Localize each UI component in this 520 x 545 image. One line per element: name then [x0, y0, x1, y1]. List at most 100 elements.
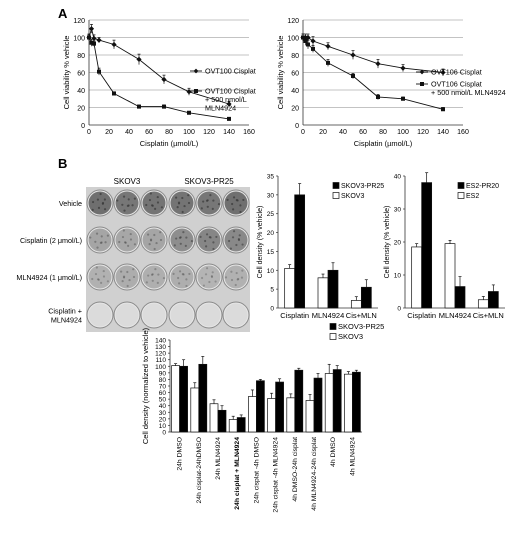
well-stain — [197, 191, 221, 215]
x-tick-label: 80 — [165, 129, 173, 136]
x-tick-label: 120 — [203, 129, 215, 136]
colony — [121, 203, 124, 206]
bar — [444, 243, 456, 309]
colony — [205, 233, 209, 236]
bar — [275, 381, 284, 433]
well-stain — [197, 303, 221, 327]
data-point — [326, 60, 330, 65]
colony — [123, 209, 126, 212]
chart-a-right: 0 20 40 60 80 100 120 0 20 40 60 80 100 120 140 160 Cisp… — [276, 18, 506, 148]
x-tick-label: 0 — [301, 129, 305, 136]
colony — [116, 199, 119, 202]
y-tick-label: 60 — [159, 390, 167, 397]
y-tick-label: 50 — [159, 397, 167, 404]
data-point — [305, 34, 311, 41]
colony — [177, 201, 181, 204]
colony — [204, 239, 207, 243]
colony — [133, 197, 136, 200]
colony — [129, 232, 132, 236]
bar — [228, 419, 238, 433]
colony — [133, 243, 137, 246]
bar — [352, 371, 361, 433]
x-tick-label: 160 — [243, 129, 255, 136]
bar — [217, 409, 227, 433]
legend-swatch — [332, 192, 340, 199]
colony — [97, 278, 100, 281]
colony — [127, 198, 130, 201]
column-label: SKOV3 — [114, 177, 141, 186]
x-tick-label: 4h DMSO — [330, 437, 337, 467]
x-tick-label: MLN4924 — [439, 311, 472, 320]
data-point — [88, 26, 95, 32]
bar — [171, 365, 180, 433]
colony — [128, 278, 131, 282]
row-label: Cisplatin + MLN4924 — [48, 307, 82, 325]
x-tick-label: 100 — [183, 129, 195, 136]
y-tick-label: 10 — [394, 273, 402, 280]
data-point — [325, 43, 331, 49]
colony — [206, 205, 209, 208]
x-axis-label: Cisplatin (µmol/L) — [140, 139, 199, 148]
colony — [214, 280, 217, 283]
colony — [202, 284, 205, 287]
legend-swatch — [329, 323, 337, 330]
well-stain — [88, 191, 112, 215]
colony — [232, 208, 235, 211]
data-point — [400, 65, 406, 71]
colony — [160, 206, 164, 209]
legend-label: OVT100 Cisplat + 500 nmol/L MLN4924 — [205, 87, 256, 113]
bar — [305, 400, 315, 433]
bar — [317, 277, 329, 309]
x-tick-label: 0 — [87, 129, 91, 136]
y-tick-label: 20 — [394, 240, 402, 247]
colony — [235, 243, 238, 247]
colony — [217, 202, 221, 206]
colony — [145, 203, 148, 207]
well-stain — [170, 265, 194, 289]
bar — [411, 246, 423, 309]
y-tick-label: 140 — [155, 338, 166, 345]
panel-letter-b: B — [58, 156, 67, 171]
well-stain — [115, 303, 139, 327]
colony — [210, 275, 214, 279]
colony — [232, 196, 236, 199]
colony — [176, 206, 179, 209]
bar — [286, 397, 296, 433]
data-point — [401, 96, 405, 101]
colony — [232, 230, 236, 233]
data-point — [441, 107, 445, 112]
colony — [231, 202, 234, 206]
x-tick-label: 120 — [417, 129, 429, 136]
bar — [267, 398, 276, 433]
x-tick-label: 24h cisplat -4h MLN4924 — [273, 437, 280, 513]
colony — [129, 238, 133, 241]
legend-label: SKOV3-PR25 — [341, 183, 384, 190]
legend-label: OVT106 Cisplat + 500 nmol/L MLN4924 — [431, 80, 506, 98]
x-tick-label: 60 — [145, 129, 153, 136]
x-tick-label: 24h MLN4924 — [215, 437, 222, 480]
colony — [200, 276, 204, 280]
y-tick-label: 15 — [267, 249, 275, 256]
colony — [96, 198, 100, 201]
colony — [242, 198, 245, 202]
x-tick-label: 100 — [397, 129, 409, 136]
colony — [121, 280, 124, 283]
colony — [106, 234, 109, 237]
data-point — [440, 69, 446, 76]
colony — [145, 281, 148, 284]
data-point — [186, 89, 192, 95]
data-point — [92, 41, 96, 46]
well-stain — [224, 265, 248, 289]
chart-b-right: 0 10 20 30 40 Cell density (% vehicle) Cisplat… — [384, 172, 505, 320]
colony — [155, 241, 158, 245]
y-tick-label: 5 — [270, 287, 274, 294]
colony — [91, 200, 95, 204]
x-tick-label: 40 — [339, 129, 347, 136]
colony — [229, 247, 232, 250]
colony — [209, 194, 212, 197]
colony — [99, 241, 102, 244]
bar — [487, 291, 499, 309]
y-tick-label: 0 — [295, 123, 299, 130]
colony — [91, 277, 94, 281]
x-tick-label: 80 — [379, 129, 387, 136]
